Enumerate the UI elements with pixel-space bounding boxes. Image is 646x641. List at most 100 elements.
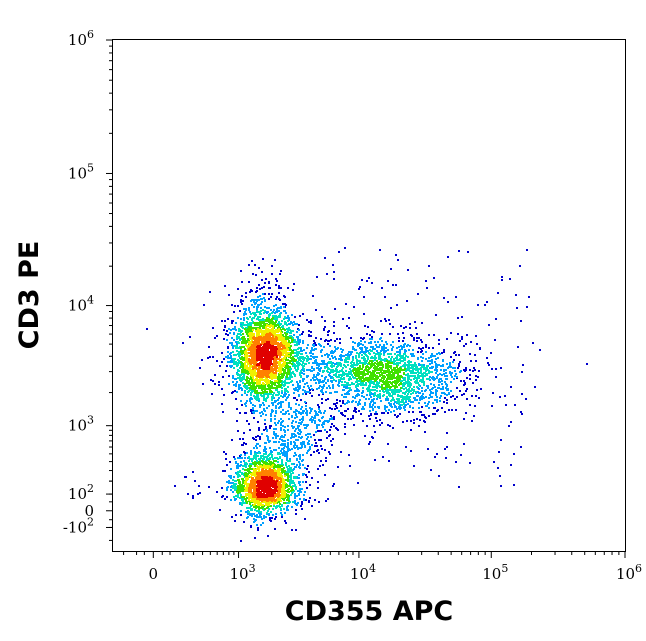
event-dot [287, 410, 289, 412]
event-dot [257, 466, 259, 468]
event-dot [291, 506, 293, 508]
event-dot [214, 337, 216, 339]
event-dot [292, 356, 294, 358]
event-dot [289, 349, 291, 351]
event-dot [295, 488, 297, 490]
event-dot [393, 389, 395, 391]
event-dot [274, 422, 276, 424]
event-dot [440, 369, 442, 371]
event-dot [325, 391, 327, 393]
event-dot [390, 411, 392, 413]
event-dot [251, 515, 253, 517]
event-dot [264, 293, 266, 295]
event-dot [278, 501, 280, 503]
event-dot [365, 349, 367, 351]
event-dot [293, 334, 295, 336]
event-dot [316, 445, 318, 447]
event-dot [290, 337, 292, 339]
event-dot [272, 315, 274, 317]
event-dot [473, 367, 475, 369]
event-dot [305, 412, 307, 414]
event-dot [245, 475, 247, 477]
event-dot [253, 301, 255, 303]
event-dot [333, 374, 335, 376]
event-dot [378, 362, 380, 364]
event-dot [293, 455, 295, 457]
event-dot [378, 372, 380, 374]
event-dot [342, 414, 344, 416]
event-dot [401, 404, 403, 406]
event-dot [375, 417, 377, 419]
event-dot [371, 350, 373, 352]
event-dot [313, 349, 315, 351]
event-dot [424, 375, 426, 377]
event-dot [323, 360, 325, 362]
event-dot [279, 324, 281, 326]
event-dot [214, 374, 216, 376]
event-dot [233, 384, 235, 386]
event-dot [272, 410, 274, 412]
event-dot [241, 337, 243, 339]
event-dot [256, 300, 258, 302]
event-dot [423, 383, 425, 385]
event-dot [330, 426, 332, 428]
event-dot [352, 346, 354, 348]
event-dot [266, 391, 268, 393]
event-dot [271, 466, 273, 468]
event-dot [475, 379, 477, 381]
event-dot [280, 450, 282, 452]
event-dot [243, 451, 245, 453]
event-dot [379, 375, 381, 377]
event-dot [257, 306, 259, 308]
event-dot [352, 417, 354, 419]
event-dot [284, 440, 286, 442]
event-dot [344, 381, 346, 383]
event-dot [450, 332, 452, 334]
event-dot [287, 442, 289, 444]
event-dot [418, 384, 420, 386]
event-dot [501, 279, 503, 281]
event-dot [324, 326, 326, 328]
event-dot [299, 339, 301, 341]
event-dot [299, 464, 301, 466]
event-dot [402, 392, 404, 394]
event-dot [304, 391, 306, 393]
event-dot [444, 448, 446, 450]
event-dot [469, 462, 471, 464]
event-dot [291, 322, 293, 324]
event-dot [287, 475, 289, 477]
event-dot [273, 392, 275, 394]
event-dot [281, 505, 283, 507]
event-dot [245, 309, 247, 311]
event-dot [372, 389, 374, 391]
event-dot [428, 347, 430, 349]
event-dot [491, 368, 493, 370]
event-dot [386, 343, 388, 345]
event-dot [421, 414, 423, 416]
event-dot [238, 370, 240, 372]
event-dot [423, 366, 425, 368]
event-dot [259, 445, 261, 447]
event-dot [370, 357, 372, 359]
event-dot [356, 364, 358, 366]
event-dot [223, 358, 225, 360]
event-dot [286, 499, 288, 501]
event-dot [404, 357, 406, 359]
event-dot [455, 461, 457, 463]
event-dot [272, 394, 274, 396]
event-dot [408, 388, 410, 390]
event-dot [263, 321, 265, 323]
event-dot [398, 346, 400, 348]
event-dot [228, 480, 230, 482]
event-dot [378, 364, 380, 366]
event-dot [445, 369, 447, 371]
event-dot [256, 506, 258, 508]
event-dot [276, 387, 278, 389]
event-dot [368, 415, 370, 417]
event-dot [233, 333, 235, 335]
event-dot [305, 352, 307, 354]
event-dot [501, 276, 503, 278]
event-dot [283, 372, 285, 374]
event-dot [443, 351, 445, 353]
event-dot [279, 453, 281, 455]
